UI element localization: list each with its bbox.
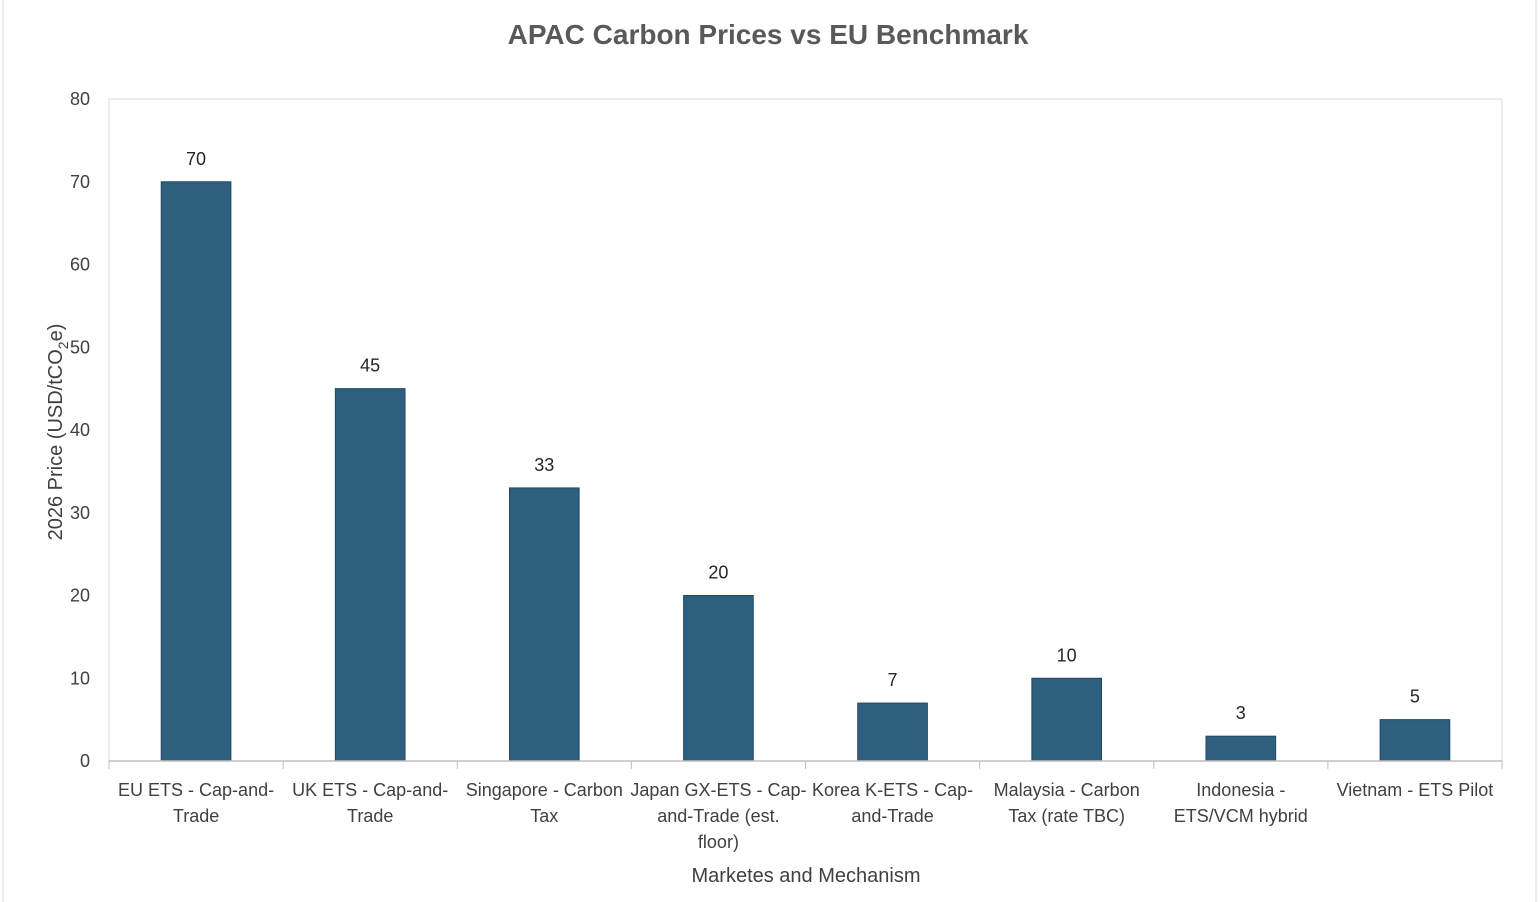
category-label-line: UK ETS - Cap-and-: [292, 780, 448, 800]
y-tick-label: 50: [70, 337, 90, 357]
category-label-line: Tax: [530, 806, 558, 826]
category-label-line: EU ETS - Cap-and-: [118, 780, 274, 800]
category-label-line: Trade: [347, 806, 393, 826]
chart-title: APAC Carbon Prices vs EU Benchmark: [508, 19, 1029, 50]
bar-series: 70 45 33 20 7 10 3 5: [160, 149, 1451, 762]
bar[interactable]: [1379, 719, 1451, 762]
y-tick-label: 0: [80, 751, 90, 771]
bar[interactable]: [334, 388, 406, 762]
category-label-line: Trade: [173, 806, 219, 826]
category-label-line: Korea K-ETS - Cap-: [812, 780, 973, 800]
y-tick-label: 20: [70, 586, 90, 606]
bar[interactable]: [1205, 735, 1277, 762]
category-label: UK ETS - Cap-and- Trade: [292, 780, 448, 826]
data-label: 20: [708, 563, 728, 583]
data-label: 3: [1236, 703, 1246, 723]
y-tick-label: 60: [70, 255, 90, 275]
bar[interactable]: [683, 595, 754, 762]
category-label-line: Indonesia -: [1196, 780, 1285, 800]
category-label-line: floor): [698, 832, 739, 852]
y-tick-label: 40: [70, 420, 90, 440]
category-label: Vietnam - ETS Pilot: [1337, 780, 1494, 800]
category-label: EU ETS - Cap-and- Trade: [118, 780, 274, 826]
data-label: 7: [888, 670, 898, 690]
category-label-line: and-Trade (est.: [657, 806, 779, 826]
bar-chart: APAC Carbon Prices vs EU Benchmark 0 10 20…: [45, 19, 1503, 887]
category-label-line: ETS/VCM hybrid: [1174, 806, 1308, 826]
category-label: Indonesia - ETS/VCM hybrid: [1174, 780, 1308, 826]
y-tick-label: 70: [70, 172, 90, 192]
category-label: Malaysia - Carbon Tax (rate TBC): [994, 780, 1140, 826]
data-label: 10: [1057, 645, 1077, 665]
y-axis: 0 10 20 30 40 50 60 70 80: [70, 89, 90, 771]
y-tick-label: 10: [70, 668, 90, 688]
data-label: 33: [534, 455, 554, 475]
y-tick-label: 30: [70, 503, 90, 523]
category-label-line: Japan GX-ETS - Cap-: [630, 780, 806, 800]
x-axis-title: Marketes and Mechanism: [692, 865, 921, 887]
data-label: 70: [186, 149, 206, 169]
chart-area[interactable]: APAC Carbon Prices vs EU Benchmark 0 10 20…: [6, 0, 1533, 901]
category-label: Singapore - Carbon Tax: [466, 780, 623, 826]
data-label: 5: [1410, 687, 1420, 707]
category-label-line: Malaysia - Carbon: [994, 780, 1140, 800]
x-axis: EU ETS - Cap-and- Trade UK ETS - Cap-and- T…: [108, 760, 1503, 852]
bar[interactable]: [857, 702, 928, 762]
bar[interactable]: [160, 181, 232, 762]
category-label-line: Singapore - Carbon: [466, 780, 623, 800]
y-axis-title: 2026 Price (USD/tCO2e): [45, 324, 71, 541]
category-label-line: Tax (rate TBC): [1008, 806, 1125, 826]
y-tick-label: 80: [70, 89, 90, 109]
bar[interactable]: [508, 487, 580, 762]
category-label: Korea K-ETS - Cap-and-Trade: [812, 780, 973, 826]
plot-area: [108, 98, 1503, 762]
category-label-line: and-Trade: [851, 806, 933, 826]
bar[interactable]: [1031, 677, 1103, 762]
data-label: 45: [360, 356, 380, 376]
category-label: Japan GX-ETS - Cap-and-Trade (est. floor): [630, 780, 806, 852]
category-label-line: Vietnam - ETS Pilot: [1337, 780, 1494, 800]
